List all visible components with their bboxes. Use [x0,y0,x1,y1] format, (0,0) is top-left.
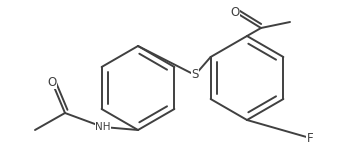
Text: S: S [191,68,199,81]
Text: O: O [230,6,240,19]
Text: NH: NH [95,122,111,132]
Text: O: O [47,75,57,89]
Text: F: F [307,131,313,144]
